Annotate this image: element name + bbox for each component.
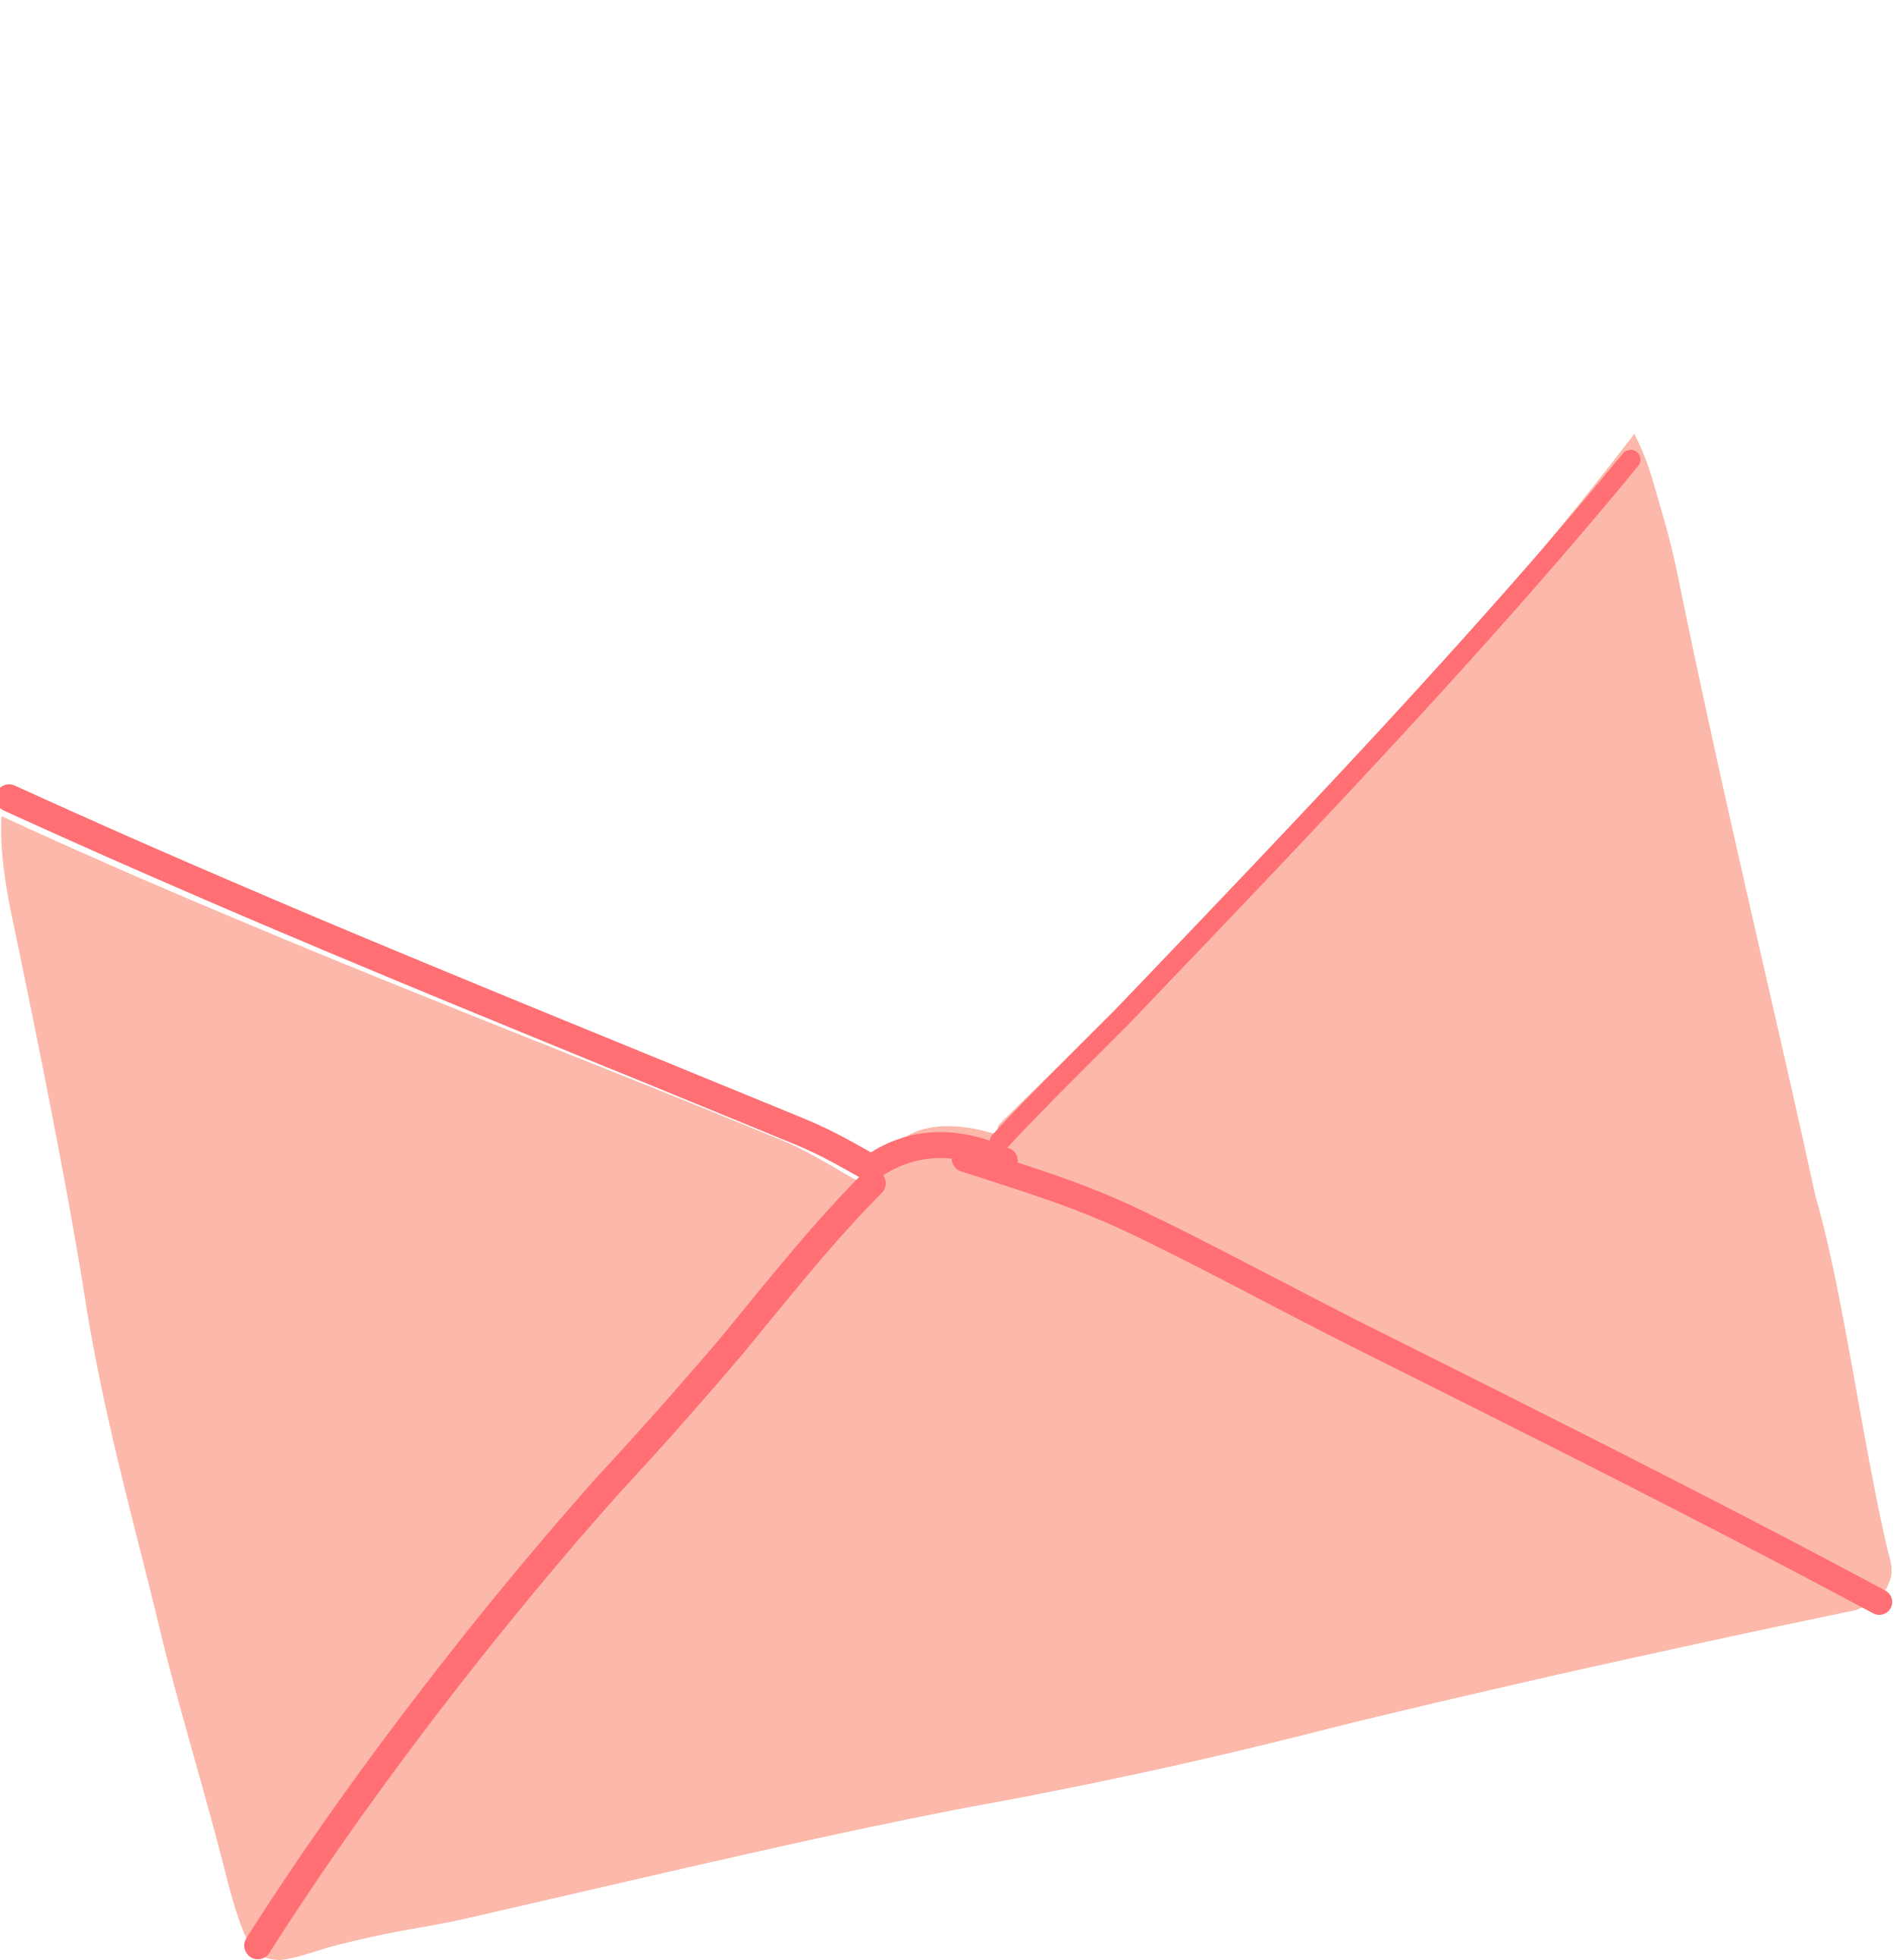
envelope-right-edge-stroke [990,450,1640,1151]
envelope-right-flap [1000,434,1892,1584]
envelope-left-edge-stroke [0,784,882,1180]
envelope-bottom-left-stroke [244,1170,886,1959]
envelope-bottom-right-stroke [952,1146,1892,1615]
